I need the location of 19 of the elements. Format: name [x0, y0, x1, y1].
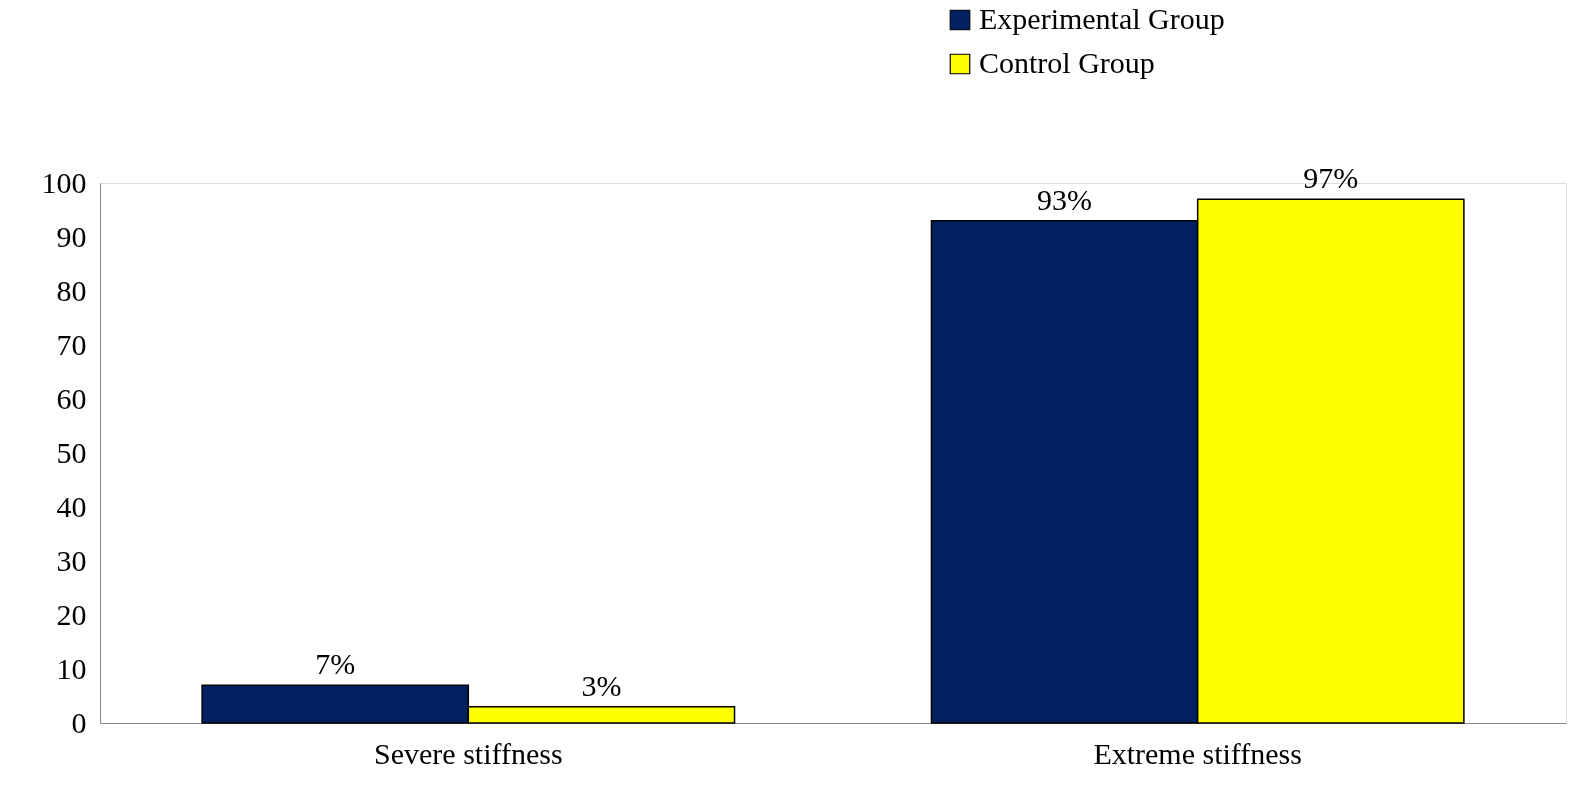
y-tick-label: 70 — [56, 327, 87, 361]
y-tick-label: 30 — [56, 543, 87, 577]
y-tick-label: 60 — [56, 381, 87, 415]
y-tick-label: 20 — [56, 597, 87, 631]
x-tick-label: Severe stiffness — [374, 736, 563, 770]
y-tick-label: 80 — [56, 273, 87, 307]
x-tick-label: Extreme stiffness — [1093, 736, 1302, 770]
y-tick-label: 0 — [71, 705, 87, 739]
y-tick-label: 90 — [56, 219, 87, 253]
data-label: 97% — [1303, 161, 1359, 195]
legend-label: Control Group — [979, 46, 1155, 79]
data-label: 7% — [315, 647, 356, 681]
data-label: 3% — [581, 668, 622, 702]
y-tick-label: 40 — [56, 489, 87, 523]
y-tick-label: 100 — [41, 165, 87, 199]
data-label: 93% — [1037, 182, 1093, 216]
y-tick-label: 10 — [56, 651, 87, 685]
y-tick-label: 50 — [56, 435, 87, 469]
legend-label: Experimental Group — [979, 2, 1225, 35]
